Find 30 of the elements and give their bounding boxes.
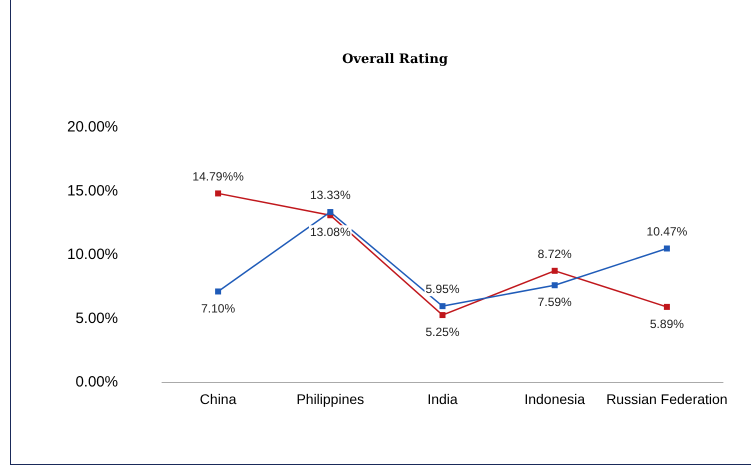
data-label: 7.10% [201,301,236,316]
data-label: 10.47% [646,224,688,239]
y-tick-label: 10.00% [67,246,118,263]
point [664,304,670,310]
x-tick-label: Indonesia [524,391,586,407]
y-tick-label: 15.00% [67,182,118,200]
x-tick-label: Russian Federation [606,391,728,407]
chart-title: Overall Rating [342,52,448,67]
y-tick-label: 20.00% [67,118,118,136]
point [552,268,558,274]
x-tick-label: Philippines [296,391,364,407]
data-label: 14.79%% [192,169,244,184]
y-tick-label: 5.00% [75,310,118,327]
x-tick-label: China [200,391,237,407]
y-tick-label: 0.00% [75,374,118,390]
point [440,303,446,310]
data-label: 13.33% [310,188,351,202]
data-label: 7.59% [538,295,572,310]
x-tick-label: India [427,391,458,407]
point [215,190,222,196]
point [440,312,446,318]
point [327,209,334,216]
data-label: 5.25% [425,325,460,340]
data-label: 13.08% [310,225,351,240]
data-label: 5.89% [650,316,684,331]
data-label: 8.72% [538,246,572,261]
point [215,288,222,294]
data-label: 5.95% [425,282,460,296]
point [664,246,670,252]
point [552,282,558,288]
